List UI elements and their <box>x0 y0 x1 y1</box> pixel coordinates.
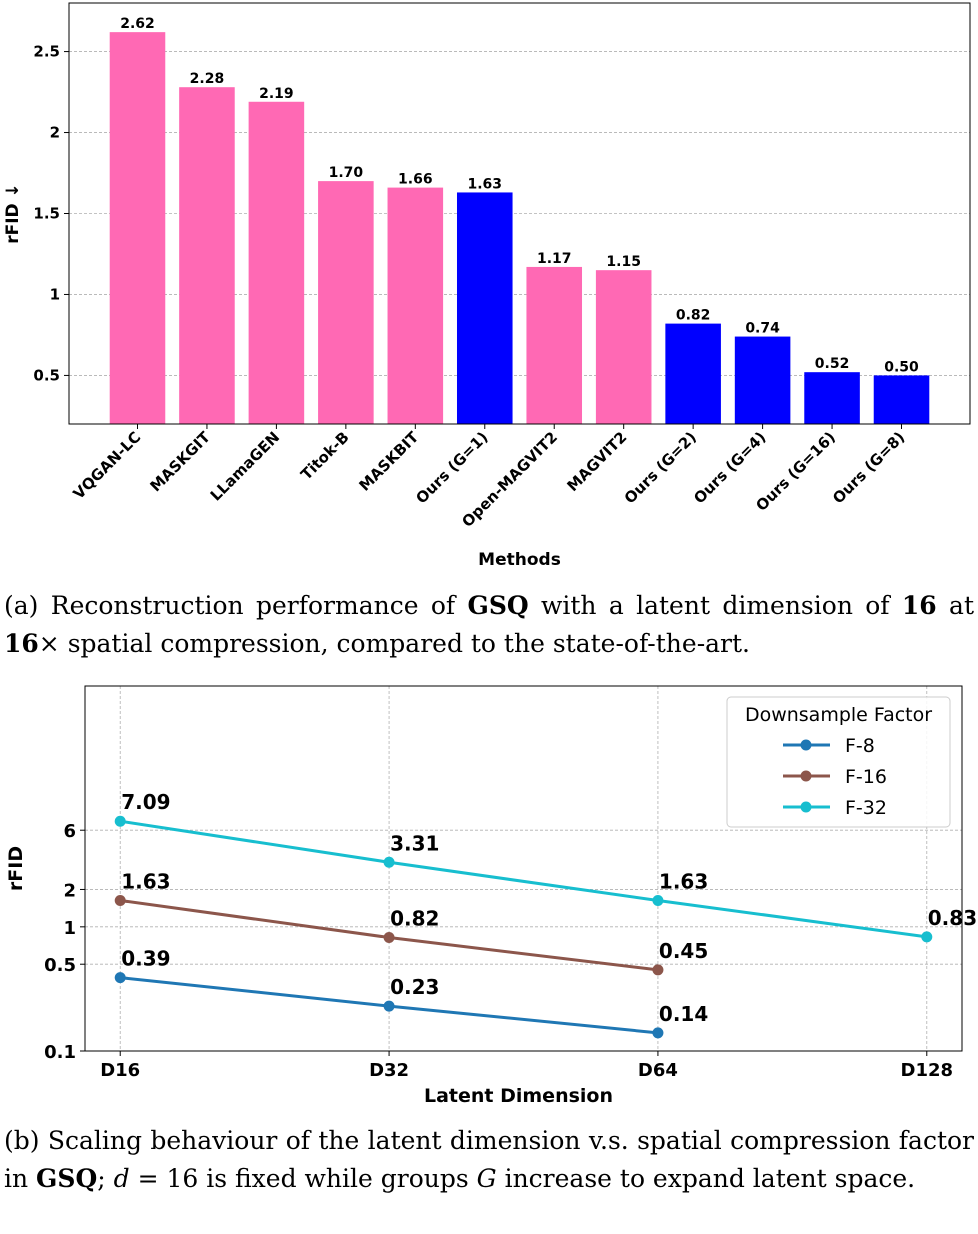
value-label: 0.82 <box>676 308 711 324</box>
value-label: 0.39 <box>121 947 170 971</box>
caption-text: ; <box>97 1164 114 1193</box>
point <box>383 932 395 944</box>
value-label: 0.50 <box>884 359 919 375</box>
x-tick-label: MAGVIT2 <box>564 428 631 495</box>
value-label: 1.63 <box>467 176 502 192</box>
value-label: 0.83 <box>928 906 977 930</box>
value-label: 0.52 <box>815 356 850 372</box>
caption: (b) Scaling behaviour of the latent dime… <box>4 1122 974 1198</box>
x-tick-label: VQGAN-LC <box>70 428 145 503</box>
y-tick-label: 1 <box>50 285 60 303</box>
point <box>921 931 933 943</box>
x-tick-label: Ours (G=2) <box>621 428 700 507</box>
value-label: 2.62 <box>120 16 155 32</box>
caption-text: (b) Scaling behaviour of the latent dime… <box>4 1126 974 1193</box>
legend-title: Downsample Factor <box>745 704 932 726</box>
value-label: 1.17 <box>537 251 572 267</box>
x-tick-label: D16 <box>100 1060 140 1081</box>
bar <box>665 323 721 424</box>
caption-text: increase to expand latent space. <box>496 1164 916 1193</box>
y-tick-label: 1.5 <box>33 205 60 223</box>
x-tick-label: Titok-B <box>297 428 352 483</box>
plot-frame <box>84 685 963 1052</box>
point <box>652 894 664 906</box>
legend-label: F-16 <box>845 766 887 788</box>
bar <box>804 372 860 424</box>
x-tick-label: D64 <box>638 1060 678 1081</box>
value-label: 0.45 <box>659 939 708 963</box>
x-axis-label: Methods <box>478 550 561 570</box>
caption-text: at <box>936 591 974 620</box>
x-axis-label: Latent Dimension <box>424 1085 613 1107</box>
value-label: 2.28 <box>190 71 225 87</box>
y-tick-label: 6 <box>63 821 76 842</box>
value-label: 0.74 <box>745 321 780 337</box>
caption-text: d <box>113 1164 130 1193</box>
bar <box>109 32 166 425</box>
point <box>652 1027 664 1039</box>
point <box>114 894 126 906</box>
bar <box>456 192 513 424</box>
x-tick-label: D32 <box>369 1060 409 1081</box>
value-label: 1.15 <box>606 254 641 270</box>
x-tick-label: LLamaGEN <box>207 428 283 504</box>
bar <box>526 266 583 424</box>
caption-text: with a latent dimension of <box>528 591 902 620</box>
legend-label: F-8 <box>845 735 875 757</box>
bar <box>734 336 791 424</box>
x-tick-label: MASKBIT <box>356 428 423 495</box>
x-tick-label: MASKGIT <box>147 428 215 496</box>
caption-text: 16 <box>901 591 937 620</box>
caption-text: (a) Reconstruction performance of <box>4 591 468 620</box>
legend-marker <box>800 739 812 751</box>
y-tick-label: 2 <box>50 124 60 142</box>
value-label: 0.23 <box>390 975 439 999</box>
caption-text: G <box>476 1164 497 1193</box>
plot-frame <box>68 2 971 425</box>
y-tick-label: 0.5 <box>44 955 76 976</box>
y-axis-label: rFID <box>5 846 27 891</box>
bar <box>318 181 374 424</box>
bar <box>387 187 444 424</box>
value-label: 1.66 <box>398 172 433 188</box>
x-tick-label: Ours (G=8) <box>829 428 908 507</box>
y-tick-label: 0.1 <box>44 1042 76 1063</box>
y-tick-label: 2.5 <box>33 43 60 61</box>
bar <box>248 101 305 425</box>
caption: (a) Reconstruction performance of GSQ wi… <box>4 587 974 663</box>
x-tick-label: D128 <box>901 1060 954 1081</box>
value-label: 2.19 <box>259 86 294 102</box>
point <box>114 972 126 984</box>
point <box>652 964 664 976</box>
point <box>383 856 395 868</box>
bar <box>873 375 930 424</box>
y-tick-label: 0.5 <box>33 366 60 384</box>
y-axis-label: rFID ↓ <box>3 183 23 244</box>
value-label: 3.31 <box>390 831 439 855</box>
caption-text: GSQ <box>467 591 529 620</box>
value-label: 1.63 <box>121 869 170 893</box>
value-label: 1.70 <box>329 165 364 181</box>
caption-text: = 16 is fixed while groups <box>129 1164 477 1193</box>
caption-text: GSQ <box>36 1164 98 1193</box>
legend-marker <box>800 770 812 782</box>
caption-text: 16 <box>4 629 39 658</box>
point <box>383 1000 395 1012</box>
caption-text: × spatial compression, compared to the s… <box>38 629 750 658</box>
bar <box>179 87 235 424</box>
y-tick-label: 1 <box>63 918 76 939</box>
value-label: 0.14 <box>659 1002 708 1026</box>
legend-marker <box>800 801 812 813</box>
value-label: 1.63 <box>659 869 708 893</box>
y-tick-label: 2 <box>63 880 76 901</box>
legend-box <box>726 696 951 828</box>
value-label: 7.09 <box>121 790 170 814</box>
legend-label: F-32 <box>845 797 887 819</box>
point <box>114 815 126 827</box>
bar <box>595 270 652 424</box>
series-line <box>119 819 927 939</box>
value-label: 0.82 <box>390 907 439 931</box>
